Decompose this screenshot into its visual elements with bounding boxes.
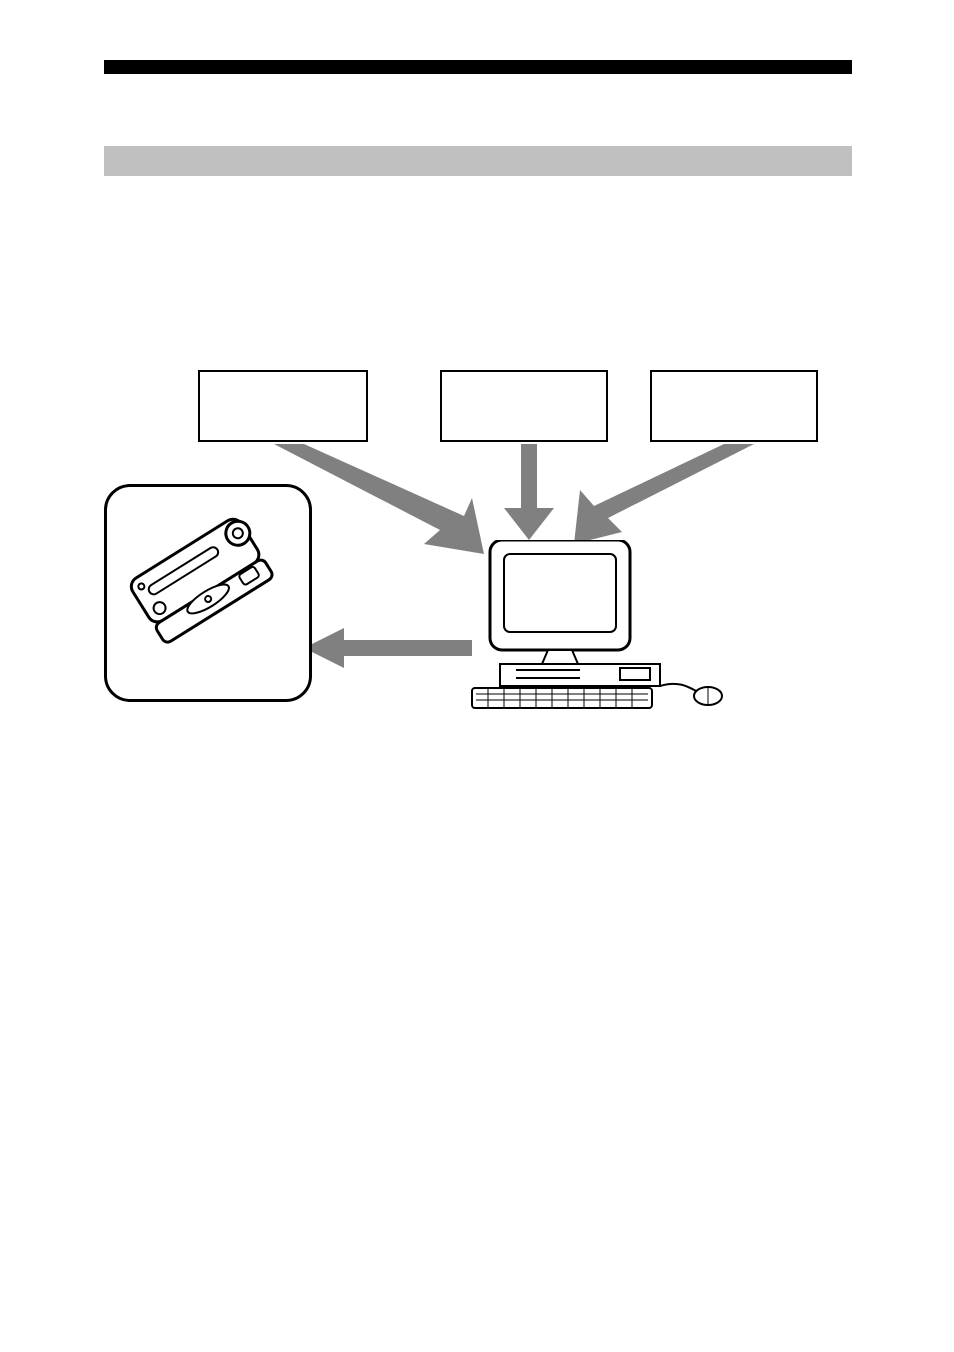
arrow-right-to-pc xyxy=(574,444,754,544)
source-box-left xyxy=(198,370,368,442)
device-icon xyxy=(117,497,305,695)
diagram-area xyxy=(104,360,852,720)
section-heading-bar xyxy=(104,146,852,176)
arrow-pc-to-device xyxy=(304,628,472,668)
top-rule xyxy=(104,60,852,74)
source-box-right xyxy=(650,370,818,442)
device-panel xyxy=(104,484,312,702)
page-root xyxy=(0,0,954,1352)
source-box-mid xyxy=(440,370,608,442)
arrow-mid-to-pc xyxy=(504,444,554,540)
computer-icon xyxy=(460,540,740,710)
